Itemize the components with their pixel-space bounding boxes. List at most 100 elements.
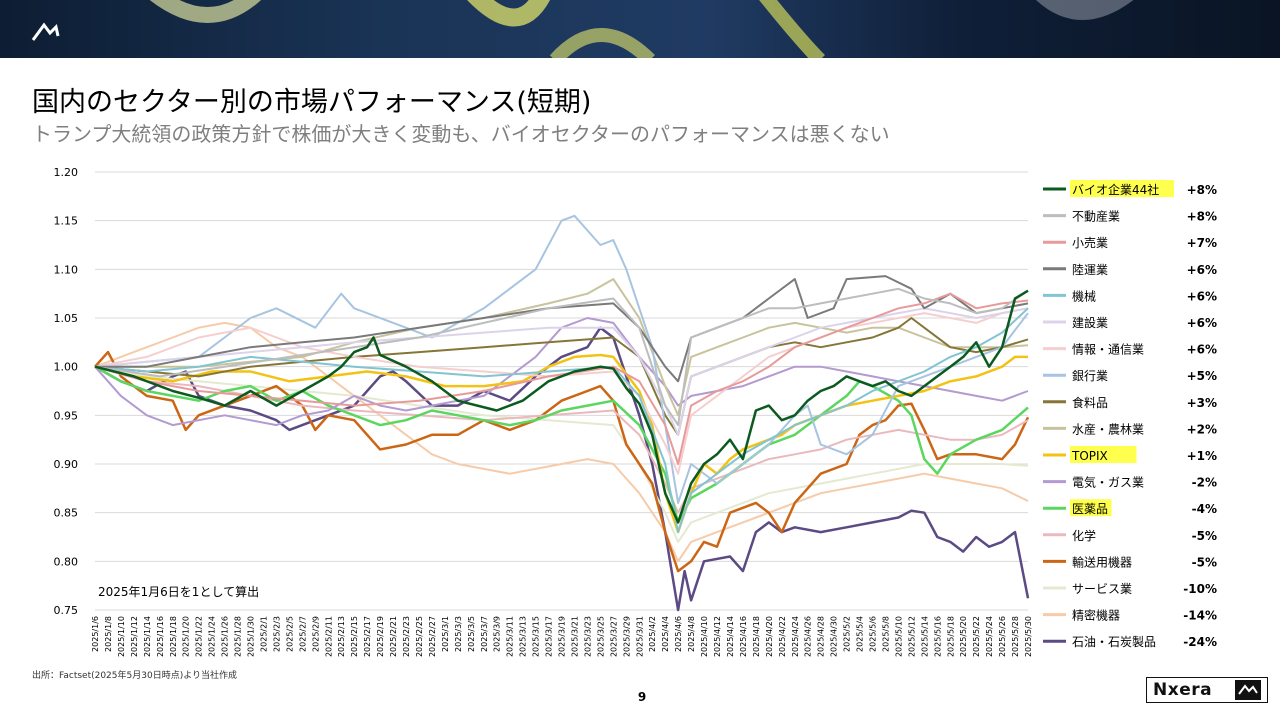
x-tick-label: 2025/4/8 xyxy=(687,616,696,652)
x-tick-label: 2025/3/9 xyxy=(493,616,502,652)
legend-change: +6% xyxy=(1187,343,1217,357)
legend-change: +5% xyxy=(1187,369,1217,383)
legend-label: サービス業 xyxy=(1072,582,1132,596)
series-line xyxy=(94,350,1030,573)
series-line xyxy=(94,289,1029,524)
x-tick-label: 2025/1/18 xyxy=(169,616,178,657)
x-tick-label: 2025/2/1 xyxy=(259,616,268,652)
banner-decoration xyxy=(31,0,1134,58)
legend-change: +1% xyxy=(1187,449,1217,463)
page-title: 国内のセクター別の市場パフォーマンス(短期) xyxy=(32,87,592,118)
x-tick-label: 2025/4/2 xyxy=(648,616,657,652)
x-tick-label: 2025/5/26 xyxy=(998,616,1007,657)
x-tick-label: 2025/2/15 xyxy=(350,616,359,657)
legend-highlight xyxy=(1070,180,1174,197)
chart-legend: バイオ企業44社 +8% 不動産業 +8% 小売業 +7% 陸運業 +6% 機械 +6% 建設業 +6… xyxy=(1043,180,1217,649)
x-tick-label: 2025/2/11 xyxy=(324,616,333,657)
x-tick-label: 2025/2/27 xyxy=(428,616,437,657)
x-tick-label: 2025/4/26 xyxy=(804,616,813,657)
x-tick-label: 2025/5/8 xyxy=(881,616,890,652)
x-tick-label: 2025/1/16 xyxy=(156,616,165,657)
series-line xyxy=(94,353,1028,534)
legend-label: 精密機器 xyxy=(1072,608,1120,623)
y-tick-label: 1.20 xyxy=(54,166,79,179)
x-tick-label: 2025/3/23 xyxy=(583,616,592,657)
x-tick-label: 2025/1/8 xyxy=(104,616,113,652)
legend-label: 食料品 xyxy=(1072,395,1108,410)
x-tick-label: 2025/4/30 xyxy=(830,616,839,657)
series-line xyxy=(94,307,1029,534)
legend-change: +7% xyxy=(1187,236,1217,250)
x-tick-label: 2025/5/20 xyxy=(959,616,968,657)
legend-change: -5% xyxy=(1192,529,1217,543)
legend-change: -5% xyxy=(1192,555,1217,569)
legend-label: 情報・通信業 xyxy=(1072,343,1144,357)
y-tick-label: 0.90 xyxy=(54,458,79,471)
y-tick-label: 1.00 xyxy=(54,361,79,374)
legend-change: +6% xyxy=(1187,263,1217,277)
legend-label: 銀行業 xyxy=(1072,369,1108,383)
x-tick-label: 2025/4/14 xyxy=(726,616,735,657)
legend-label: 不動産業 xyxy=(1072,209,1120,224)
series-line xyxy=(94,317,1029,427)
x-tick-label: 2025/4/20 xyxy=(765,616,774,657)
legend-change: -24% xyxy=(1183,635,1217,649)
x-tick-label: 2025/1/22 xyxy=(195,616,204,657)
x-tick-label: 2025/1/6 xyxy=(91,616,100,652)
logo-text: Nxera xyxy=(1153,680,1213,700)
x-tick-label: 2025/5/18 xyxy=(946,616,955,657)
x-tick-label: 2025/5/16 xyxy=(933,616,942,657)
legend-change: +6% xyxy=(1187,289,1217,303)
y-axis: 0.75 0.80 0.85 0.90 0.95 1.00 1.05 1.10 1.15 1.20 xyxy=(54,166,79,617)
chart-gridlines xyxy=(95,171,1028,611)
x-tick-label: 2025/3/13 xyxy=(519,616,528,657)
y-tick-label: 1.10 xyxy=(54,263,79,276)
legend-label: 水産・農林業 xyxy=(1072,421,1144,436)
legend-label: 建設業 xyxy=(1072,315,1108,330)
nxera-mark-icon xyxy=(31,22,60,41)
x-tick-label: 2025/3/17 xyxy=(545,616,554,657)
x-tick-label: 2025/3/19 xyxy=(558,616,567,657)
x-tick-label: 2025/2/17 xyxy=(363,616,372,657)
series-line xyxy=(94,307,1029,475)
y-tick-label: 0.85 xyxy=(54,507,79,520)
x-tick-label: 2025/1/20 xyxy=(182,616,191,657)
x-tick-label: 2025/5/10 xyxy=(894,616,903,657)
page-number: 9 xyxy=(637,690,647,704)
x-tick-label: 2025/4/18 xyxy=(752,616,761,657)
legend-change: -10% xyxy=(1183,582,1217,596)
legend-label: 石油・石炭製品 xyxy=(1072,635,1156,649)
series-line xyxy=(94,214,1029,504)
x-tick-label: 2025/2/19 xyxy=(376,616,385,657)
x-tick-label: 2025/5/12 xyxy=(907,616,916,657)
source-note: 出所：Factset(2025年5月30日時点)より当社作成 xyxy=(32,671,238,681)
legend-change: +8% xyxy=(1187,183,1217,197)
x-tick-label: 2025/5/24 xyxy=(985,616,994,657)
series-line xyxy=(94,307,1029,436)
x-tick-label: 2025/5/6 xyxy=(869,616,878,652)
x-tick-label: 2025/2/7 xyxy=(298,616,307,652)
x-tick-label: 2025/3/7 xyxy=(480,616,489,652)
x-tick-label: 2025/2/13 xyxy=(337,616,346,657)
legend-change: +8% xyxy=(1187,210,1217,224)
x-tick-label: 2025/4/6 xyxy=(674,616,683,652)
header-banner xyxy=(0,0,1280,58)
series-line xyxy=(94,292,1029,465)
y-tick-label: 0.75 xyxy=(54,604,79,617)
legend-label: 輸送用機器 xyxy=(1072,554,1132,569)
chart-annotation: 2025年1月6日を1として算出 xyxy=(98,584,259,599)
x-tick-label: 2025/4/28 xyxy=(817,616,826,657)
x-tick-label: 2025/3/5 xyxy=(467,616,476,652)
legend-label: 電気・ガス業 xyxy=(1072,475,1144,490)
series-line xyxy=(94,365,1029,524)
legend-label: 化学 xyxy=(1072,528,1096,543)
x-tick-label: 2025/1/10 xyxy=(117,616,126,657)
legend-label: TOPIX xyxy=(1071,449,1108,463)
x-tick-label: 2025/1/26 xyxy=(221,616,230,657)
legend-change: -14% xyxy=(1183,609,1217,623)
y-tick-label: 0.95 xyxy=(54,409,79,422)
x-axis: 2025/1/6 2025/1/8 2025/1/10 2025/1/12 2025/1… xyxy=(91,616,1033,657)
x-tick-label: 2025/5/28 xyxy=(1011,616,1020,657)
legend-change: -2% xyxy=(1192,476,1217,490)
